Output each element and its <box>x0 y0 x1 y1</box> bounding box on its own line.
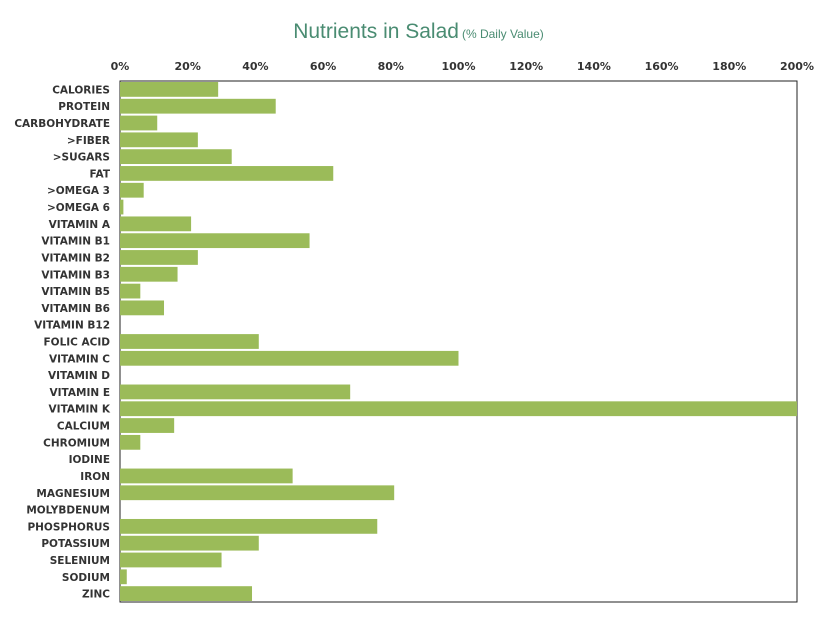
category-label: CALORIES <box>52 84 110 96</box>
category-label: >OMEGA 6 <box>47 202 110 214</box>
category-label: VITAMIN E <box>50 387 110 399</box>
bars <box>120 82 797 601</box>
bar <box>120 334 259 349</box>
category-label: VITAMIN B1 <box>41 236 110 248</box>
bar <box>120 434 141 450</box>
category-label: FAT <box>90 168 111 180</box>
bar <box>120 132 198 148</box>
x-axis-ticks: 0% 20% 40% 60% 80% 100% 120% 140% 160% 180% 200% <box>111 60 814 73</box>
category-label: MAGNESIUM <box>36 488 110 500</box>
bar <box>120 384 351 400</box>
x-tick-label: 160% <box>645 60 679 73</box>
x-tick-label: 140% <box>577 60 611 73</box>
bar <box>120 350 459 366</box>
bar <box>120 199 124 215</box>
bar <box>120 166 334 181</box>
bar <box>120 552 222 568</box>
category-label: VITAMIN B6 <box>41 303 110 315</box>
bar <box>120 485 395 501</box>
bar <box>120 535 259 551</box>
category-label: CALCIUM <box>57 421 110 433</box>
bar <box>120 98 276 114</box>
bar <box>120 82 219 97</box>
bar <box>120 283 141 299</box>
category-label: CARBOHYDRATE <box>14 118 110 130</box>
bar <box>120 401 797 417</box>
category-label: SODIUM <box>62 572 110 584</box>
category-label: >OMEGA 3 <box>47 185 110 197</box>
x-tick-label: 200% <box>780 60 814 73</box>
bar <box>120 586 253 601</box>
category-label: >SUGARS <box>53 152 110 164</box>
x-tick-label: 100% <box>442 60 476 73</box>
category-label: CHROMIUM <box>43 437 110 449</box>
bar <box>120 266 178 282</box>
x-tick-label: 0% <box>111 60 130 73</box>
bar <box>120 216 192 232</box>
x-tick-label: 20% <box>175 60 201 73</box>
x-tick-label: 80% <box>378 60 404 73</box>
category-label: POTASSIUM <box>41 538 110 550</box>
bar <box>120 149 232 165</box>
x-tick-label: 60% <box>310 60 336 73</box>
category-label: VITAMIN D <box>48 370 110 382</box>
chart-subtitle: (% Daily Value) <box>461 27 544 41</box>
category-label: SELENIUM <box>50 555 110 567</box>
category-label: IODINE <box>69 454 110 466</box>
x-tick-label: 40% <box>242 60 268 73</box>
x-tick-label: 120% <box>509 60 543 73</box>
category-label: IRON <box>80 471 110 483</box>
category-label: PROTEIN <box>58 101 110 113</box>
bar <box>120 300 165 316</box>
category-label: ZINC <box>82 589 110 601</box>
category-label: VITAMIN B12 <box>34 320 110 332</box>
bar <box>120 233 310 249</box>
bar <box>120 569 127 585</box>
category-label: VITAMIN B2 <box>41 252 110 264</box>
category-label: VITAMIN B5 <box>41 286 110 298</box>
bar <box>120 418 175 433</box>
chart-title-block: Nutrients in Salad (% Daily Value) <box>0 20 837 44</box>
category-label: FOLIC ACID <box>43 337 110 349</box>
bar <box>120 115 158 131</box>
bar <box>120 250 198 265</box>
category-label: VITAMIN K <box>49 404 111 416</box>
y-axis-labels: CALORIES PROTEIN CARBOHYDRATE >FIBER >SUGARS… <box>14 84 111 600</box>
category-label: VITAMIN A <box>49 219 111 231</box>
category-label: VITAMIN B3 <box>41 269 110 281</box>
category-label: PHOSPHORUS <box>27 521 110 533</box>
chart-title: Nutrients in Salad <box>293 20 459 43</box>
x-tick-label: 180% <box>712 60 746 73</box>
category-label: VITAMIN C <box>49 353 110 365</box>
bar <box>120 518 378 534</box>
category-label: MOLYBDENUM <box>26 505 110 517</box>
bar <box>120 468 293 484</box>
bar <box>120 182 144 198</box>
category-label: >FIBER <box>67 135 110 147</box>
